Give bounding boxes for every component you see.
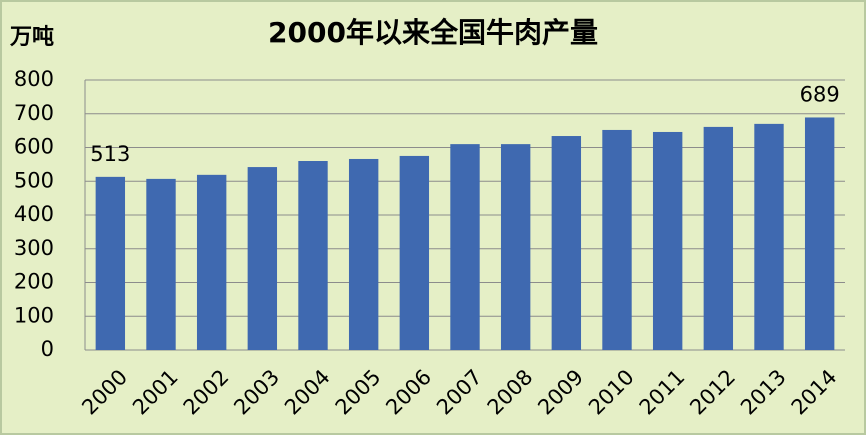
y-tick-label: 600 (14, 135, 54, 159)
bar (146, 178, 176, 350)
y-tick-label: 500 (14, 168, 54, 192)
bar (196, 174, 227, 350)
bar (652, 131, 683, 350)
bar (298, 161, 328, 350)
y-axis-label: 万吨 (9, 25, 54, 50)
bar (551, 136, 582, 350)
bar (602, 129, 632, 350)
bar (754, 123, 784, 350)
y-tick-label: 0 (41, 337, 54, 361)
bar (804, 117, 835, 351)
y-tick-label: 200 (14, 270, 54, 294)
chart-title: 2000年以来全国牛肉产量 (268, 16, 598, 49)
y-tick-label: 100 (14, 303, 54, 327)
y-tick-label: 300 (14, 236, 54, 260)
bar (399, 155, 430, 350)
y-tick-label: 800 (14, 67, 54, 91)
bar (500, 144, 531, 350)
bar (703, 126, 734, 350)
bar (95, 176, 126, 350)
y-tick-label: 700 (14, 101, 54, 125)
bar (450, 144, 480, 350)
data-label: 689 (800, 82, 840, 106)
bar (247, 167, 278, 350)
bar (348, 158, 379, 350)
y-tick-label: 400 (14, 202, 54, 226)
data-label: 513 (90, 142, 130, 166)
